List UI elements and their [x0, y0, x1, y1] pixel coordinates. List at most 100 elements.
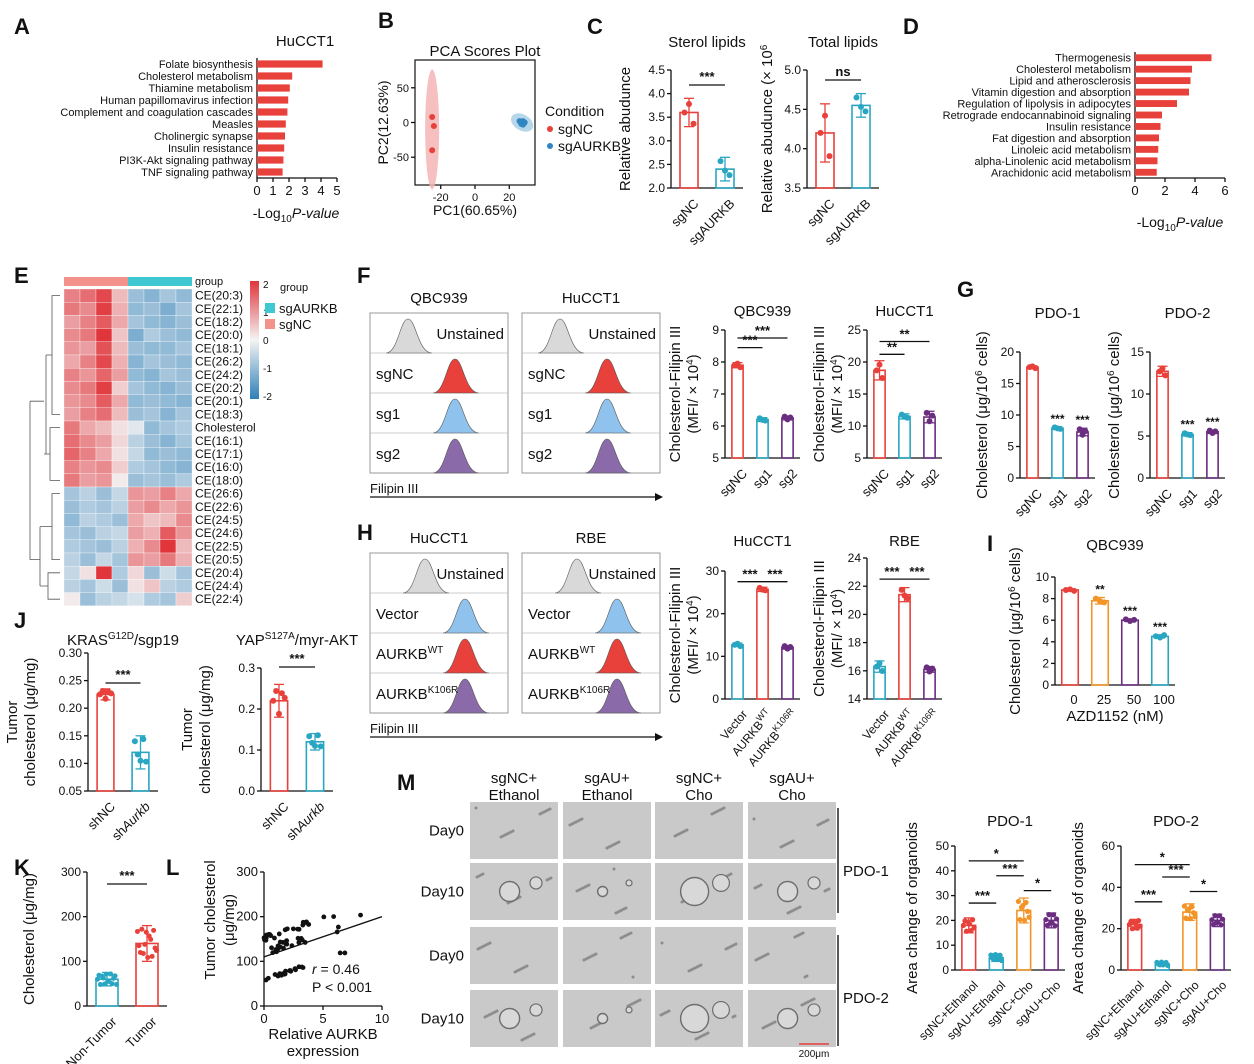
category-label: sg1: [1045, 486, 1070, 511]
data-point: [904, 595, 911, 602]
group-cell: [144, 277, 160, 286]
scale-tick-label: -1: [263, 364, 272, 375]
speckle: [568, 823, 572, 827]
x-axis-label: PC1(60.65%): [433, 202, 517, 218]
row-label: Day0: [429, 823, 464, 840]
y-tick-label: 0: [1137, 471, 1144, 485]
data-point: [1137, 923, 1143, 929]
data-point: [429, 113, 436, 120]
sig-stars: ***: [1123, 604, 1137, 618]
data-point: [296, 940, 302, 945]
bar: [1181, 433, 1194, 479]
y-tick-label: 10: [706, 649, 720, 663]
data-point: [1187, 432, 1194, 439]
y-tick-label: 8: [1042, 592, 1049, 606]
chart-title: PDO-1: [1035, 305, 1081, 322]
chart-G2: 0 5 10 15 sgNC *** sg1 *** sg2 PDO-2 Cholesterol (…: [1106, 305, 1225, 520]
data-point: [279, 972, 284, 978]
data-point: [1050, 912, 1057, 918]
heat-cell: [143, 434, 161, 448]
sig-label: ***: [115, 667, 131, 682]
x-tick-label: 2: [285, 183, 292, 198]
heat-cell: [63, 381, 81, 395]
data-point: [154, 948, 160, 954]
category-label: shAurkb: [283, 799, 327, 843]
row-label: CE(17:1): [195, 447, 243, 461]
y-axis-label-2: cholesterol (μg/mg): [197, 665, 214, 794]
bar: [257, 108, 288, 116]
data-point: [998, 957, 1005, 964]
data-point: [737, 364, 744, 371]
data-point: [1209, 917, 1215, 923]
heat-cell: [63, 288, 81, 303]
data-point: [1162, 372, 1169, 379]
heat-cell: [63, 460, 81, 474]
y-tick-label: 0.25: [59, 674, 83, 688]
data-point: [263, 977, 269, 983]
bar: [1206, 430, 1219, 479]
heat-cell: [159, 486, 177, 501]
heat-cell: [95, 420, 113, 435]
x-tick-label: 10: [375, 1011, 389, 1026]
chart-title: Total lipids: [808, 34, 878, 51]
data-point: [272, 935, 277, 941]
sig-label: *: [1035, 876, 1041, 891]
histogram-row-label: AURKBK106R: [376, 685, 458, 703]
speckle: [483, 1015, 487, 1019]
organoid-grid: sgNC+EthanolsgAU+EthanolsgNC+ChosgAU+Cho…: [421, 770, 889, 1060]
heat-cell: [63, 592, 81, 606]
row-label: CE(24:6): [195, 526, 243, 540]
histogram-row-label: sg2: [528, 446, 552, 463]
sig-label: *: [1160, 850, 1166, 865]
heat-cell: [111, 354, 129, 369]
chart-G1: 0 5 10 15 20 sgNC *** sg1 *** sg2 PDO-1 Cholesterol…: [974, 305, 1095, 520]
bar: [257, 60, 323, 68]
x-tick-label: 0: [260, 1011, 267, 1026]
group-cell: [176, 277, 192, 286]
heat-cell: [175, 288, 193, 303]
y-tick-label: 18: [848, 636, 862, 650]
heat-cell: [95, 381, 113, 395]
heat-cell: [95, 315, 113, 329]
data-point: [430, 122, 437, 129]
data-point: [134, 928, 140, 934]
legend-label: sgAURKB: [279, 301, 338, 316]
heat-cell: [127, 486, 145, 501]
heat-cell: [143, 420, 161, 435]
data-point: [690, 120, 697, 127]
heat-cell: [63, 394, 81, 408]
organoid: [776, 1007, 799, 1030]
sig-stars: **: [1095, 583, 1105, 597]
y-tick-label: 22: [848, 579, 862, 593]
heat-cell: [111, 381, 129, 395]
sig-label: ns: [835, 64, 850, 79]
bar: [1051, 427, 1064, 479]
data-point: [997, 952, 1003, 958]
row-label: CE(16:0): [195, 460, 243, 474]
data-point: [963, 928, 970, 934]
micrograph: [655, 927, 743, 984]
speckle: [614, 911, 618, 915]
speckle: [631, 975, 635, 979]
heat-cell: [127, 315, 145, 329]
speckle: [520, 1038, 524, 1042]
category-label: shAurkb: [109, 799, 153, 843]
heat-cell: [63, 341, 81, 356]
y-axis-label-2: cholesterol (μg/mg): [22, 658, 39, 787]
sig-label: ***: [767, 567, 783, 582]
speckle: [673, 834, 677, 838]
data-point: [278, 690, 285, 697]
heat-cell: [159, 447, 177, 461]
row-label: CE(24:5): [195, 513, 243, 527]
heat-cell: [111, 328, 129, 342]
heat-cell: [79, 328, 97, 342]
heat-cell: [143, 500, 161, 514]
x-tick-label: 4: [1191, 183, 1198, 198]
heat-cell: [63, 566, 81, 580]
heat-cell: [111, 368, 129, 382]
data-point: [275, 943, 281, 949]
heat-cell: [175, 302, 193, 316]
heat-cell: [63, 315, 81, 329]
data-point: [1189, 904, 1195, 910]
